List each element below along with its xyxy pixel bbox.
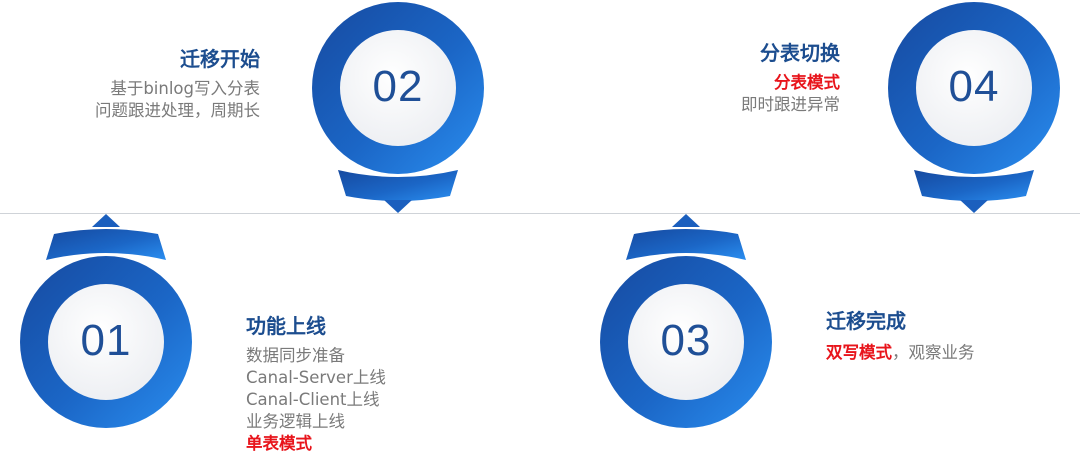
step-02-title: 迁移开始 xyxy=(180,47,260,71)
step-01-line-2: Canal-Server上线 xyxy=(246,368,386,387)
step-02-line-1: 基于binlog写入分表 xyxy=(110,79,260,98)
step-03-line-1: 双写模式，观察业务 xyxy=(826,342,1066,364)
step-03-number: 03 xyxy=(660,316,712,365)
step-01-text: 功能上线 数据同步准备 Canal-Server上线 Canal-Client上… xyxy=(246,313,486,455)
step-01-line-1: 数据同步准备 xyxy=(246,346,345,365)
step-03-text: 迁移完成 双写模式，观察业务 xyxy=(826,308,1066,364)
step-01-line-3: Canal-Client上线 xyxy=(246,390,380,409)
step-03-node: 03 xyxy=(598,214,774,474)
step-04-line-1: 即时跟进异常 xyxy=(741,95,840,114)
step-01-highlight: 单表模式 xyxy=(246,434,312,453)
step-01-line-4: 业务逻辑上线 xyxy=(246,412,345,431)
step-04-number: 04 xyxy=(948,62,1000,111)
step-03-rest: ，观察业务 xyxy=(892,343,975,362)
step-02-line-2: 问题跟进处理，周期长 xyxy=(95,101,260,120)
step-03-title: 迁移完成 xyxy=(826,309,906,333)
step-04-highlight: 分表模式 xyxy=(774,73,840,92)
step-02-number: 02 xyxy=(372,62,424,111)
timeline-line xyxy=(0,213,1080,214)
step-02-node: 02 xyxy=(310,0,486,216)
step-03-highlight: 双写模式 xyxy=(826,343,892,362)
step-01-title: 功能上线 xyxy=(246,314,326,338)
step-01-node: 01 xyxy=(18,214,194,474)
step-01-number: 01 xyxy=(80,316,132,365)
step-02-text: 迁移开始 基于binlog写入分表 问题跟进处理，周期长 xyxy=(0,46,260,122)
step-04-title: 分表切换 xyxy=(760,41,840,65)
step-04-node: 04 xyxy=(886,0,1062,216)
step-04-text: 分表切换 分表模式 即时跟进异常 xyxy=(580,40,840,116)
